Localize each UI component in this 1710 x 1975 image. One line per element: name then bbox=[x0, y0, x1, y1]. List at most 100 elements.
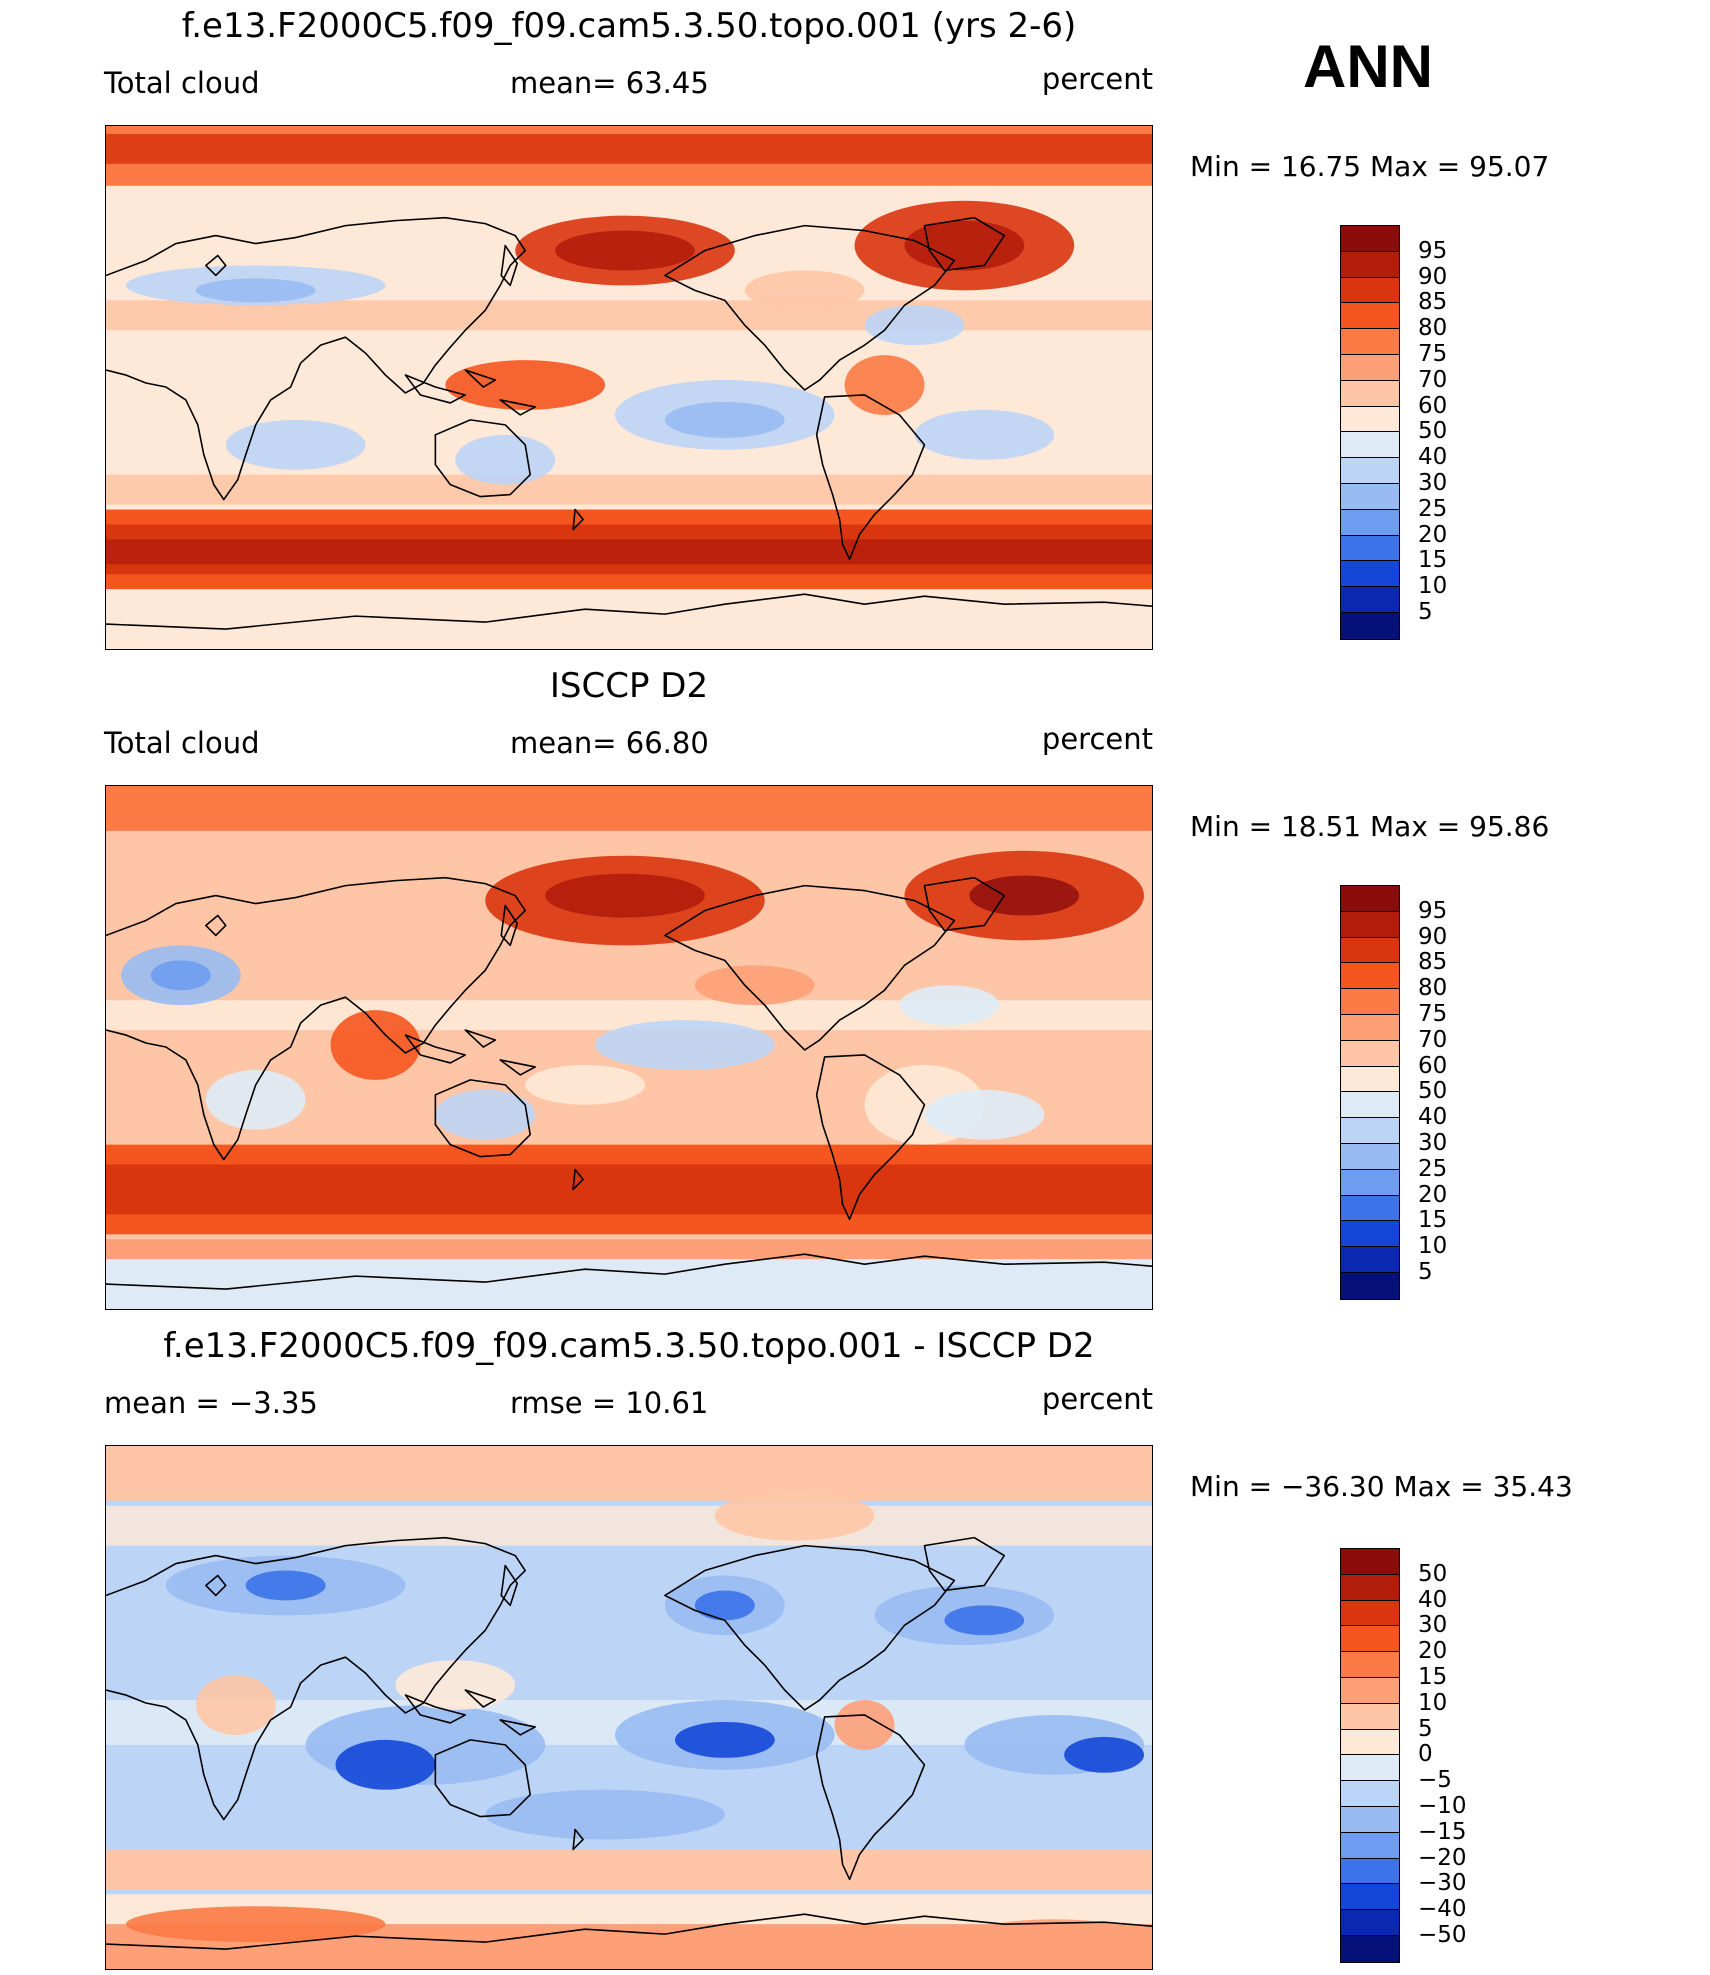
colorbar-label: 10 bbox=[1418, 1233, 1448, 1260]
colorbar-label: 50 bbox=[1418, 1560, 1448, 1587]
colorbar-label: 75 bbox=[1418, 1001, 1448, 1027]
colorbar-swatches bbox=[1340, 1548, 1400, 1963]
colorbar-swatches bbox=[1340, 885, 1400, 1300]
colorbar-label: 15 bbox=[1418, 1664, 1448, 1690]
colorbar-swatch bbox=[1341, 1755, 1399, 1782]
colorbar-label: 15 bbox=[1418, 1207, 1448, 1234]
colorbar-label: 15 bbox=[1418, 547, 1448, 574]
colorbar-swatch bbox=[1341, 937, 1399, 964]
colorbar-label: 40 bbox=[1418, 1586, 1448, 1613]
colorbar-swatch bbox=[1341, 1832, 1399, 1859]
colorbar-swatch bbox=[1341, 587, 1399, 613]
colorbar-label: −15 bbox=[1418, 1818, 1467, 1845]
colorbar-swatch bbox=[1341, 1935, 1399, 1962]
rmse-label: rmse = 10.61 bbox=[510, 1386, 709, 1420]
colorbar-swatch bbox=[1341, 1729, 1399, 1756]
colorbar-label: 10 bbox=[1418, 573, 1448, 600]
minmax-label: Min = 18.51 Max = 95.86 bbox=[1190, 810, 1550, 843]
colorbar-label: 20 bbox=[1418, 521, 1448, 548]
map-model bbox=[105, 125, 1153, 650]
colorbar-label: 80 bbox=[1418, 975, 1448, 1002]
map-difference bbox=[105, 1445, 1153, 1970]
colorbar-swatch bbox=[1341, 1092, 1399, 1119]
colorbar-label: 5 bbox=[1418, 1259, 1433, 1285]
colorbar-label: 5 bbox=[1418, 1715, 1433, 1742]
colorbar-label: 25 bbox=[1418, 495, 1448, 522]
panel-diff: f.e13.F2000C5.f09_f09.cam5.3.50.topo.001… bbox=[0, 1320, 1710, 1975]
colorbar-swatch bbox=[1341, 1195, 1399, 1222]
colorbar-swatch bbox=[1341, 1884, 1399, 1911]
colorbar-label: 20 bbox=[1418, 1638, 1448, 1665]
colorbar-label: 30 bbox=[1418, 1612, 1448, 1639]
variable-label: Total cloud bbox=[104, 726, 260, 760]
colorbar-label: 80 bbox=[1418, 315, 1448, 342]
colorbar-swatch bbox=[1341, 561, 1399, 588]
colorbar-swatch bbox=[1341, 963, 1399, 990]
colorbar-swatch bbox=[1341, 1014, 1399, 1041]
colorbar-label: 5 bbox=[1418, 599, 1433, 625]
colorbar: 95 90 85 80 75 70 60 50 40 30 25 20 15 10 5 bbox=[1340, 225, 1447, 640]
colorbar-label: 85 bbox=[1418, 949, 1448, 976]
panel-title: f.e13.F2000C5.f09_f09.cam5.3.50.topo.001… bbox=[163, 1326, 1095, 1366]
panel-obs: ISCCP D2 Total cloud mean= 66.80 percent… bbox=[0, 660, 1710, 1315]
season-label: ANN bbox=[1303, 33, 1433, 100]
colorbar-swatch bbox=[1341, 432, 1399, 459]
colorbar-label: 70 bbox=[1418, 1026, 1448, 1053]
mean-label: mean= 66.80 bbox=[510, 726, 709, 760]
colorbar-swatch bbox=[1341, 354, 1399, 381]
colorbar-swatch bbox=[1341, 1781, 1399, 1807]
colorbar-label: 75 bbox=[1418, 341, 1448, 367]
colorbar-label: 60 bbox=[1418, 392, 1448, 419]
colorbar-label: 40 bbox=[1418, 444, 1448, 471]
colorbar-label: −10 bbox=[1418, 1793, 1467, 1819]
minmax-label: Min = −36.30 Max = 35.43 bbox=[1190, 1470, 1573, 1503]
units-label: percent bbox=[1041, 1382, 1153, 1416]
colorbar-label: 60 bbox=[1418, 1052, 1448, 1079]
colorbar-swatch bbox=[1341, 1574, 1399, 1601]
colorbar-label: 95 bbox=[1418, 897, 1448, 924]
units-label: percent bbox=[1041, 722, 1153, 756]
colorbar-swatch bbox=[1341, 1272, 1399, 1299]
colorbar-swatch bbox=[1341, 1806, 1399, 1833]
colorbar-swatch bbox=[1341, 1118, 1399, 1144]
colorbar-swatch bbox=[1341, 1040, 1399, 1067]
minmax-label: Min = 16.75 Max = 95.07 bbox=[1190, 150, 1550, 183]
colorbar-label: 20 bbox=[1418, 1181, 1448, 1208]
colorbar-swatch bbox=[1341, 509, 1399, 536]
colorbar-label: −5 bbox=[1418, 1767, 1452, 1794]
variable-label: Total cloud bbox=[104, 66, 260, 100]
mean-label: mean = −3.35 bbox=[104, 1386, 318, 1420]
mean-label: mean= 63.45 bbox=[510, 66, 709, 100]
colorbar-label: −20 bbox=[1418, 1844, 1467, 1871]
colorbar-label: 25 bbox=[1418, 1155, 1448, 1182]
colorbar-swatch bbox=[1341, 226, 1399, 252]
colorbar-swatch bbox=[1341, 406, 1399, 433]
colorbar-label: 30 bbox=[1418, 1130, 1448, 1156]
colorbar-label: −40 bbox=[1418, 1896, 1467, 1923]
colorbar-swatch bbox=[1341, 1549, 1399, 1575]
colorbar-swatch bbox=[1341, 483, 1399, 510]
colorbar-label: 50 bbox=[1418, 418, 1448, 445]
colorbar-swatch bbox=[1341, 1143, 1399, 1170]
colorbar-swatch bbox=[1341, 1858, 1399, 1885]
colorbar-label: −30 bbox=[1418, 1870, 1467, 1897]
colorbar-swatch bbox=[1341, 1066, 1399, 1093]
colorbar-swatch bbox=[1341, 1169, 1399, 1196]
colorbar-label: −50 bbox=[1418, 1922, 1467, 1948]
colorbar-label: 85 bbox=[1418, 289, 1448, 316]
colorbar-swatch bbox=[1341, 1247, 1399, 1273]
colorbar-swatch bbox=[1341, 1600, 1399, 1627]
colorbar-swatch bbox=[1341, 1677, 1399, 1704]
colorbar-swatch bbox=[1341, 329, 1399, 355]
colorbar-label: 40 bbox=[1418, 1104, 1448, 1131]
colorbar-swatch bbox=[1341, 303, 1399, 330]
colorbar-label: 90 bbox=[1418, 263, 1448, 290]
colorbar: 50 40 30 20 15 10 5 0 −5 −10 −15 −20 −30 −40 −50 bbox=[1340, 1548, 1467, 1963]
colorbar-swatches bbox=[1340, 225, 1400, 640]
colorbar: 95 90 85 80 75 70 60 50 40 30 25 20 15 10 5 bbox=[1340, 885, 1447, 1300]
colorbar-label: 10 bbox=[1418, 1689, 1448, 1716]
colorbar-label: 0 bbox=[1418, 1741, 1433, 1768]
colorbar-swatch bbox=[1341, 1652, 1399, 1678]
colorbar-label: 90 bbox=[1418, 923, 1448, 950]
colorbar-swatch bbox=[1341, 1910, 1399, 1936]
